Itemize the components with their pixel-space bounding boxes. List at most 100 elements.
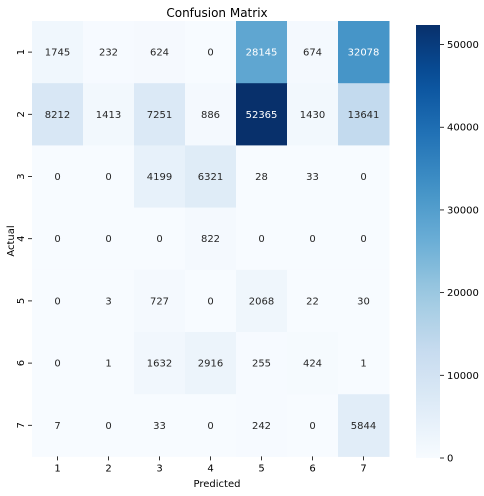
x-tick-label: 2	[105, 463, 111, 474]
heatmap-cell	[83, 145, 135, 209]
heatmap-cell	[134, 83, 186, 146]
y-axis-ticks: 1 2 3 4 5 6 7	[16, 49, 32, 428]
heatmap-cell	[236, 145, 288, 209]
heatmap-cell	[134, 394, 186, 457]
heatmap-cell	[83, 207, 135, 271]
heatmap-cell	[134, 21, 186, 84]
heatmap-cell	[83, 21, 135, 84]
heatmap-cell	[236, 269, 288, 333]
cell-value-label: 6321	[198, 172, 223, 183]
heatmap-cell	[338, 145, 390, 209]
cell-value-label: 424	[303, 359, 322, 370]
heatmap-cell	[185, 21, 237, 84]
x-tick-label: 5	[258, 463, 264, 474]
cell-value-label: 28	[255, 172, 268, 183]
cell-value-label: 1430	[300, 110, 325, 121]
cell-value-label: 0	[309, 234, 315, 245]
heatmap-cell	[287, 332, 339, 395]
cell-value-label: 1632	[147, 359, 172, 370]
cell-value-label: 727	[150, 296, 169, 307]
heatmap-cell	[32, 207, 84, 271]
heatmap-cell	[287, 394, 339, 457]
heatmap-cell	[287, 145, 339, 209]
y-tick-label: 5	[16, 298, 27, 304]
cell-value-label: 0	[105, 234, 111, 245]
x-tick-label: 7	[360, 463, 366, 474]
cell-value-label: 0	[156, 234, 162, 245]
cell-value-label: 886	[201, 110, 220, 121]
heatmap-cell	[134, 207, 186, 271]
cell-value-label: 30	[357, 296, 370, 307]
heatmap-cell	[185, 269, 237, 333]
heatmap-cell	[338, 332, 390, 395]
cell-value-label: 32078	[348, 48, 380, 59]
x-tick-label: 3	[156, 463, 162, 474]
cell-value-label: 4199	[147, 172, 172, 183]
cell-value-label: 0	[258, 234, 264, 245]
heatmap-cell	[185, 145, 237, 209]
cell-value-label: 1413	[96, 110, 121, 121]
cell-value-label: 1	[360, 359, 366, 370]
cell-value-label: 28145	[246, 48, 278, 59]
heatmap-cell	[83, 269, 135, 333]
heatmap-cell	[185, 207, 237, 271]
cell-value-label: 2068	[249, 296, 274, 307]
x-axis-label: Predicted	[194, 479, 241, 490]
cell-value-label: 13641	[348, 110, 380, 121]
x-tick-label: 1	[54, 463, 60, 474]
heatmap-cell	[338, 83, 390, 146]
heatmap-cell	[185, 83, 237, 146]
heatmap-cell	[287, 207, 339, 271]
colorbar	[416, 25, 440, 458]
cell-value-label: 232	[99, 48, 118, 59]
x-tick-label: 6	[309, 463, 315, 474]
cell-value-label: 0	[309, 421, 315, 432]
x-axis-ticks: 1 2 3 4 5 6 7	[54, 456, 367, 474]
y-tick-label: 7	[16, 422, 27, 428]
heatmap-cell	[236, 21, 288, 84]
cell-value-label: 2916	[198, 359, 223, 370]
heatmap-cell	[134, 145, 186, 209]
cell-value-label: 822	[201, 234, 220, 245]
heatmap-cells: 1745 232 624 0 28145 674 32078 8212 1413 7251 886 5…	[32, 21, 390, 457]
heatmap-cell	[83, 332, 135, 395]
heatmap-cell	[287, 269, 339, 333]
cell-value-label: 0	[207, 48, 213, 59]
cell-value-label: 5844	[351, 421, 376, 432]
cell-value-label: 7251	[147, 110, 172, 121]
colorbar-tick-label: 40000	[447, 123, 479, 134]
heatmap-cell	[338, 207, 390, 271]
colorbar-tick-label: 10000	[447, 371, 479, 382]
cell-value-label: 0	[360, 172, 366, 183]
colorbar-tick-label: 0	[447, 454, 453, 465]
y-tick-label: 2	[16, 111, 27, 117]
heatmap-cell	[32, 269, 84, 333]
heatmap-cell	[287, 21, 339, 84]
heatmap-cell	[32, 332, 84, 395]
chart-title: Confusion Matrix	[166, 6, 267, 20]
cell-value-label: 0	[54, 296, 60, 307]
heatmap-cell	[338, 21, 390, 84]
heatmap-cell	[32, 394, 84, 457]
heatmap-cell	[338, 269, 390, 333]
cell-value-label: 0	[207, 421, 213, 432]
cell-value-label: 1745	[45, 48, 70, 59]
cell-value-label: 674	[303, 48, 322, 59]
colorbar-ticks: 0 10000 20000 30000 40000 50000	[440, 40, 479, 465]
cell-value-label: 0	[105, 421, 111, 432]
cell-value-label: 33	[306, 172, 319, 183]
cell-value-label: 0	[54, 234, 60, 245]
heatmap-cell	[338, 394, 390, 457]
cell-value-label: 52365	[246, 110, 278, 121]
colorbar-tick-label: 20000	[447, 288, 479, 299]
cell-value-label: 0	[54, 359, 60, 370]
heatmap-cell	[32, 83, 84, 146]
heatmap-cell	[236, 207, 288, 271]
cell-value-label: 0	[105, 172, 111, 183]
colorbar-tick-label: 30000	[447, 205, 479, 216]
y-tick-label: 6	[16, 360, 27, 366]
cell-value-label: 0	[360, 234, 366, 245]
heatmap-cell	[83, 83, 135, 146]
cell-value-label: 255	[252, 359, 271, 370]
heatmap-cell	[134, 269, 186, 333]
